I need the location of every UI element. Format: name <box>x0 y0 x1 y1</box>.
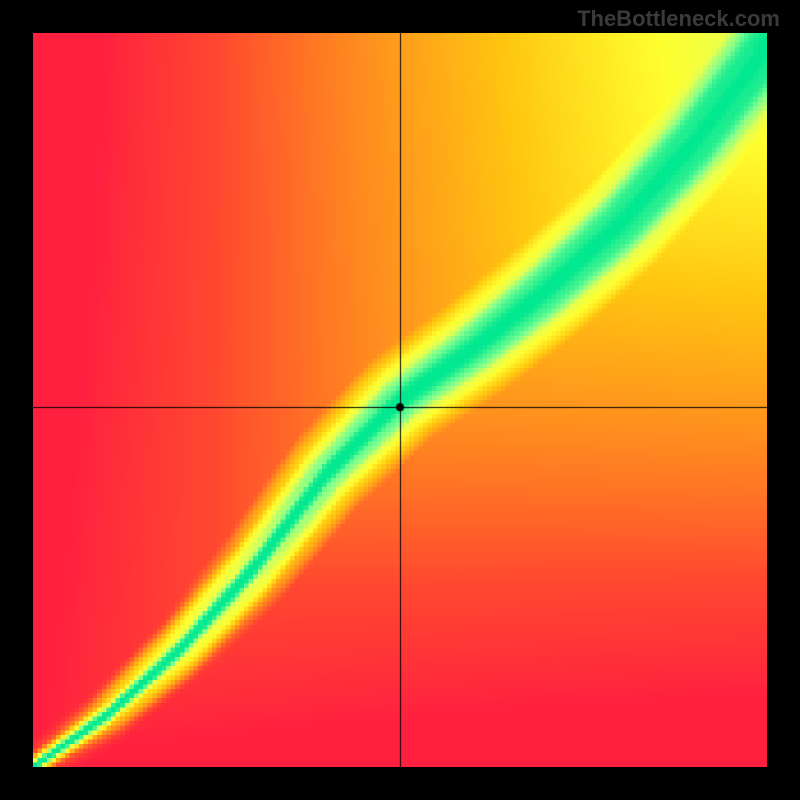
watermark-text: TheBottleneck.com <box>577 6 780 32</box>
chart-container: TheBottleneck.com <box>0 0 800 800</box>
heatmap-overlay <box>33 33 767 767</box>
